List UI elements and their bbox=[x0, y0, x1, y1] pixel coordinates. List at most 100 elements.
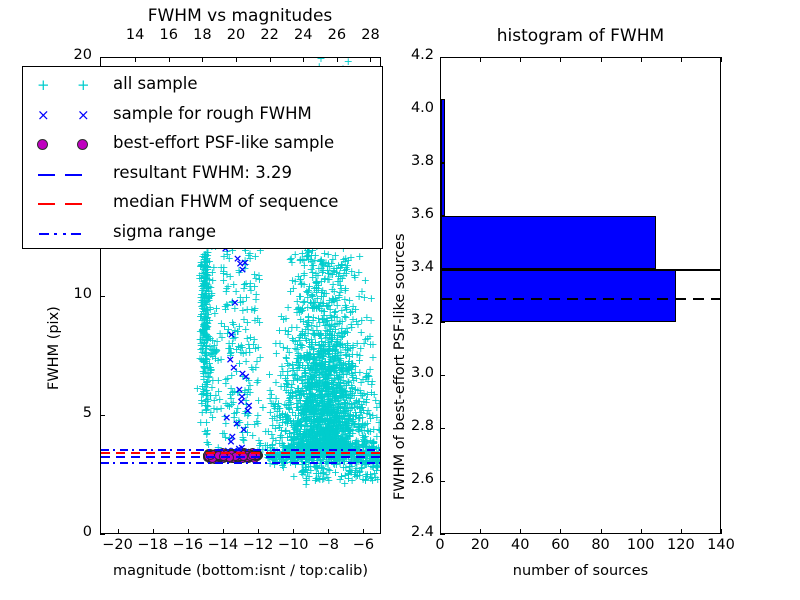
scatter-point-all: + bbox=[353, 435, 363, 449]
scatter-point-all: + bbox=[304, 448, 315, 462]
right-x-tick-label: 120 bbox=[667, 537, 695, 553]
legend-symbol bbox=[29, 189, 109, 219]
sigma-lower-line bbox=[189, 461, 191, 464]
sigma-lower-line bbox=[367, 461, 375, 464]
scatter-point-all: + bbox=[303, 322, 313, 336]
sigma-upper-line bbox=[310, 448, 318, 451]
scatter-point-all: + bbox=[321, 440, 331, 454]
scatter-point-all: + bbox=[374, 423, 380, 437]
scatter-point-all: + bbox=[309, 437, 320, 451]
resultant-fwhm-line bbox=[371, 455, 380, 458]
scatter-point-all: + bbox=[340, 357, 351, 371]
scatter-point-all: + bbox=[359, 336, 369, 350]
scatter-point-all: + bbox=[346, 251, 356, 265]
scatter-point-all: + bbox=[300, 410, 310, 424]
scatter-point-all: + bbox=[347, 444, 357, 458]
scatter-point-all: + bbox=[322, 437, 332, 451]
scatter-point-all: + bbox=[297, 371, 307, 385]
scatter-point-all: + bbox=[312, 440, 322, 454]
scatter-point-all: + bbox=[289, 469, 299, 483]
scatter-point-all: + bbox=[290, 408, 301, 422]
scatter-point-all: + bbox=[319, 449, 329, 463]
scatter-point-all: + bbox=[316, 390, 327, 404]
scatter-point-all: + bbox=[350, 440, 361, 454]
scatter-point-all: + bbox=[313, 398, 324, 412]
scatter-point-rough: × bbox=[226, 327, 237, 341]
scatter-point-all: + bbox=[332, 445, 342, 459]
scatter-point-all: + bbox=[319, 442, 329, 456]
scatter-point-all: + bbox=[249, 279, 260, 293]
scatter-point-all: + bbox=[340, 340, 351, 354]
scatter-point-all: + bbox=[293, 302, 304, 316]
scatter-point-all: + bbox=[316, 360, 326, 374]
left-y-tick-mark bbox=[100, 295, 105, 297]
scatter-point-all: + bbox=[278, 416, 288, 430]
scatter-point-all: + bbox=[350, 416, 360, 430]
scatter-point-all: + bbox=[309, 296, 319, 310]
scatter-point-all: + bbox=[344, 422, 354, 436]
scatter-point-all: + bbox=[294, 301, 304, 315]
dashed-red-line-icon bbox=[38, 203, 55, 205]
right-y-axis-label: FWHM of best-effort PSF-like sources bbox=[392, 233, 408, 500]
scatter-point-all: + bbox=[329, 284, 339, 298]
scatter-point-all: + bbox=[254, 433, 264, 447]
scatter-point-all: + bbox=[348, 440, 358, 454]
scatter-point-all: + bbox=[330, 422, 340, 436]
scatter-point-all: + bbox=[335, 441, 346, 455]
scatter-point-all: + bbox=[318, 297, 328, 311]
scatter-point-all: + bbox=[330, 249, 340, 263]
scatter-point-all: + bbox=[325, 425, 335, 439]
scatter-point-all: + bbox=[317, 428, 328, 442]
scatter-point-all: + bbox=[323, 260, 333, 274]
sigma-lower-line bbox=[360, 461, 362, 464]
scatter-point-all: + bbox=[281, 312, 291, 326]
scatter-point-all: + bbox=[293, 382, 303, 396]
scatter-point-all: + bbox=[311, 357, 321, 371]
top-tick-label: 24 bbox=[293, 27, 313, 43]
right-panel-title: histogram of FWHM bbox=[496, 26, 665, 46]
scatter-point-all: + bbox=[294, 289, 305, 303]
scatter-point-all: + bbox=[299, 294, 310, 308]
scatter-point-all: + bbox=[271, 391, 281, 405]
scatter-point-all: + bbox=[333, 439, 344, 453]
scatter-point-all: + bbox=[372, 411, 380, 425]
scatter-point-all: + bbox=[311, 280, 321, 294]
scatter-plot-area: + + + + + + + + + + + + + + + + + + + + + + + + + + + + + + + + + + + + + + + +… bbox=[101, 58, 380, 533]
scatter-point-all: + bbox=[316, 446, 327, 460]
scatter-point-all: + bbox=[359, 433, 370, 447]
scatter-point-all: + bbox=[325, 309, 335, 323]
scatter-point-all: + bbox=[328, 421, 338, 435]
scatter-point-all: + bbox=[341, 400, 351, 414]
scatter-point-all: + bbox=[322, 432, 333, 446]
sigma-lower-line bbox=[272, 461, 280, 464]
sigma-upper-line bbox=[272, 448, 280, 451]
scatter-point-all: + bbox=[308, 301, 318, 315]
sigma-upper-line bbox=[234, 448, 242, 451]
scatter-point-all: + bbox=[331, 386, 341, 400]
scatter-point-all: + bbox=[335, 437, 346, 451]
scatter-point-all: + bbox=[306, 338, 317, 352]
left-y-tick-label: 20 bbox=[73, 47, 92, 63]
scatter-point-all: + bbox=[374, 423, 380, 437]
scatter-point-all: + bbox=[325, 394, 336, 408]
scatter-point-all: + bbox=[312, 425, 322, 439]
sigma-upper-line bbox=[132, 448, 134, 451]
scatter-point-all: + bbox=[335, 286, 345, 300]
scatter-point-all: + bbox=[369, 387, 379, 401]
scatter-point-all: + bbox=[319, 272, 330, 286]
scatter-point-all: + bbox=[297, 406, 307, 420]
scatter-point-all: + bbox=[261, 425, 271, 439]
scatter-point-all: + bbox=[281, 383, 291, 397]
scatter-point-all: + bbox=[314, 353, 324, 367]
scatter-point-all: + bbox=[366, 314, 376, 328]
scatter-point-all: + bbox=[304, 315, 314, 329]
scatter-point-all: + bbox=[341, 419, 351, 433]
scatter-point-all: + bbox=[334, 446, 344, 460]
scatter-point-all: + bbox=[334, 437, 344, 451]
scatter-point-all: + bbox=[335, 354, 345, 368]
scatter-point-all: + bbox=[324, 340, 335, 354]
scatter-point-all: + bbox=[346, 362, 356, 376]
scatter-point-all: + bbox=[306, 362, 316, 376]
scatter-point-all: + bbox=[322, 445, 332, 459]
scatter-point-all: + bbox=[328, 292, 339, 306]
